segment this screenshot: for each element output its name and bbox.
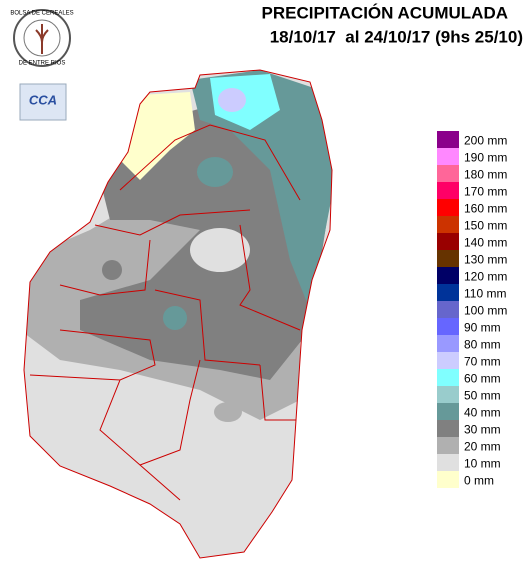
legend-label: 20 mm	[464, 440, 501, 454]
legend-swatch	[437, 267, 459, 284]
legend-swatch	[437, 454, 459, 471]
logo-inner	[23, 19, 61, 57]
legend-label: 10 mm	[464, 457, 501, 471]
badge-box	[19, 83, 67, 121]
legend-swatch	[437, 318, 459, 335]
legend-swatch	[437, 182, 459, 199]
legend-swatch	[437, 199, 459, 216]
legend-swatch	[437, 165, 459, 182]
legend-swatch	[437, 131, 459, 148]
legend-label: 150 mm	[464, 219, 507, 233]
logo-top-text: BOLSA DE CEREALES	[10, 11, 73, 17]
legend-label: 130 mm	[464, 253, 507, 267]
legend-swatch	[437, 369, 459, 386]
logo-wheat	[35, 24, 49, 54]
legend-swatch	[437, 420, 459, 437]
legend-label: 80 mm	[464, 338, 501, 352]
province-border	[23, 69, 333, 559]
legend-label: 30 mm	[464, 423, 501, 437]
legend-swatch	[437, 471, 459, 488]
map-fill	[24, 70, 332, 558]
legend-swatch	[437, 216, 459, 233]
department-borders	[29, 124, 301, 501]
map	[23, 69, 333, 559]
legend-swatch	[437, 437, 459, 454]
legend-label: 70 mm	[464, 355, 501, 369]
legend-swatch	[437, 352, 459, 369]
legend-label: 160 mm	[464, 202, 507, 216]
legend-label: 170 mm	[464, 185, 507, 199]
legend-label: 140 mm	[464, 236, 507, 250]
legend-swatch	[437, 301, 459, 318]
badge: CCA	[19, 83, 67, 121]
logo: BOLSA DE CEREALES DE ENTRE RIOS	[10, 9, 74, 67]
legend: 200 mm 190 mm 180 mm 170 mm 160 mm 150 mm 140 …	[437, 131, 507, 488]
legend-label: 50 mm	[464, 389, 501, 403]
legend-label: 110 mm	[464, 287, 506, 301]
legend-swatch	[437, 284, 459, 301]
legend-label: 190 mm	[464, 151, 507, 165]
legend-label: 100 mm	[464, 304, 507, 318]
legend-swatch	[437, 386, 459, 403]
legend-label: 90 mm	[464, 321, 501, 335]
legend-label: 60 mm	[464, 372, 501, 386]
title: PRECIPITACIÓN ACUMULADA	[262, 3, 509, 22]
legend-swatch	[437, 250, 459, 267]
legend-swatch	[437, 335, 459, 352]
subtitle: 18/10/17 al 24/10/17 (9hs 25/10)	[270, 27, 523, 46]
badge-text: CCA	[29, 92, 57, 107]
legend-swatch	[437, 148, 459, 165]
legend-swatch	[437, 403, 459, 420]
legend-swatch	[437, 233, 459, 250]
legend-label: 180 mm	[464, 168, 507, 182]
logo-bottom-text: DE ENTRE RIOS	[19, 61, 66, 67]
legend-label: 40 mm	[464, 406, 501, 420]
legend-label: 120 mm	[464, 270, 507, 284]
legend-label: 0 mm	[464, 474, 494, 488]
legend-label: 200 mm	[464, 134, 507, 148]
